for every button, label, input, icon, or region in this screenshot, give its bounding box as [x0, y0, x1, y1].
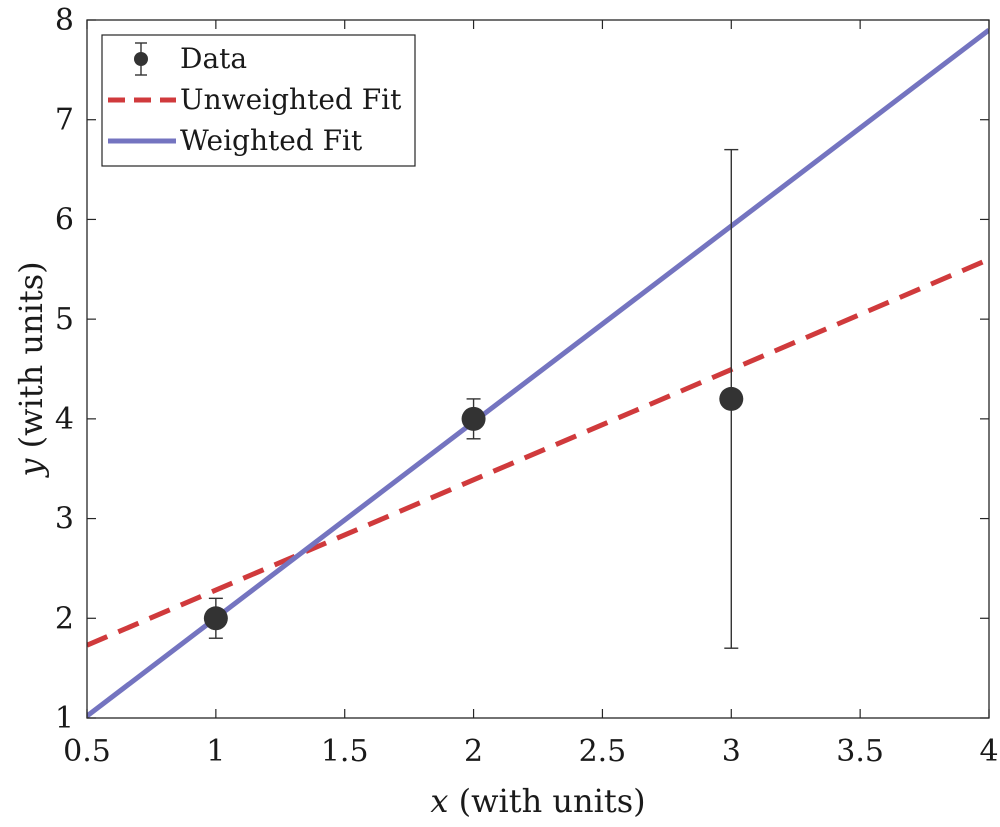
- x-tick-label: 0.5: [63, 734, 111, 769]
- legend-label-data: Data: [180, 42, 247, 75]
- y-axis-var: y: [12, 458, 50, 479]
- legend-label-weighted: Weighted Fit: [180, 124, 363, 157]
- legend-data-marker: [134, 52, 148, 66]
- weighted-fit-line: [87, 27, 989, 718]
- y-axis-units: (with units): [12, 261, 50, 458]
- x-ticks: 0.5 1 1.5 2 2.5 3 3.5 4: [63, 20, 999, 769]
- y-tick-label: 4: [55, 402, 74, 437]
- data-points: [203, 148, 744, 649]
- y-tick-label: 1: [55, 701, 74, 736]
- x-tick-label: 2: [464, 734, 483, 769]
- data-point: [203, 606, 228, 631]
- legend-entry-data: Data: [134, 42, 247, 76]
- y-tick-label: 3: [55, 502, 74, 537]
- x-tick-label: 1.5: [321, 734, 369, 769]
- legend-label-unweighted: Unweighted Fit: [180, 83, 402, 116]
- y-tick-label: 8: [55, 3, 74, 38]
- x-tick-label: 1: [206, 734, 225, 769]
- legend: Data Unweighted Fit Weighted Fit: [101, 34, 416, 167]
- y-tick-label: 2: [55, 601, 74, 636]
- x-axis-units: (with units): [448, 782, 645, 820]
- x-axis-label: x (with units): [430, 782, 645, 820]
- y-tick-label: 6: [55, 202, 74, 237]
- legend-box: [101, 34, 416, 167]
- legend-entry-unweighted: Unweighted Fit: [108, 83, 402, 116]
- x-tick-label: 4: [979, 734, 998, 769]
- x-tick-label: 3: [722, 734, 741, 769]
- fit-lines: [87, 27, 989, 718]
- y-ticks: 1 2 3 4 5 6 7 8: [55, 3, 989, 736]
- data-point: [461, 406, 486, 431]
- plot-frame: [86, 19, 990, 719]
- legend-entry-weighted: Weighted Fit: [108, 124, 363, 157]
- x-tick-label: 3.5: [836, 734, 884, 769]
- y-axis-label: y (with units): [12, 261, 50, 478]
- y-tick-label: 7: [55, 103, 74, 138]
- x-tick-label: 2.5: [579, 734, 627, 769]
- y-tick-label: 5: [55, 302, 74, 337]
- unweighted-fit-line: [87, 257, 989, 648]
- data-point: [719, 386, 744, 411]
- x-axis-var: x: [430, 782, 448, 820]
